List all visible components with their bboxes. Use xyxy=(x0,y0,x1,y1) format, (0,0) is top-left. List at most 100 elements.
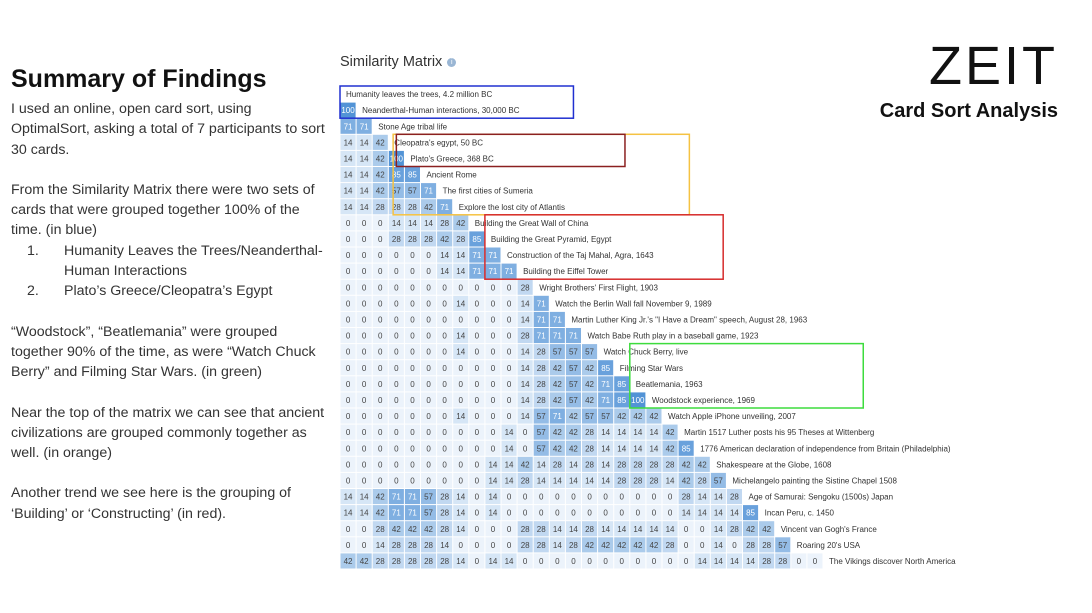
matrix-cell xyxy=(340,553,356,569)
matrix-cell-value: 0 xyxy=(442,460,447,469)
matrix-cell xyxy=(549,344,565,360)
card-label: Watch the Berlin Wall fall November 9, 1… xyxy=(555,299,712,308)
matrix-cell xyxy=(356,456,372,472)
summary-title: Summary of Findings xyxy=(11,65,267,93)
matrix-cell-value: 71 xyxy=(553,332,562,341)
matrix-cell-value: 0 xyxy=(491,348,496,357)
matrix-cell-value: 0 xyxy=(523,509,528,518)
matrix-cell xyxy=(388,553,404,569)
matrix-cell xyxy=(356,118,372,134)
matrix-cell-value: 0 xyxy=(539,493,544,502)
matrix-cell-value: 14 xyxy=(746,557,755,566)
matrix-cell-value: 0 xyxy=(346,332,351,341)
matrix-cell xyxy=(437,408,453,424)
matrix-cell xyxy=(340,215,356,231)
matrix-cell-value: 0 xyxy=(442,315,447,324)
matrix-cell xyxy=(469,344,485,360)
matrix-cell-value: 0 xyxy=(394,267,399,276)
matrix-cell-value: 0 xyxy=(394,428,399,437)
matrix-cell xyxy=(340,183,356,199)
matrix-cell-value: 0 xyxy=(555,557,560,566)
matrix-cell xyxy=(710,521,726,537)
matrix-cell xyxy=(372,311,388,327)
matrix-cell xyxy=(485,521,501,537)
matrix-cell xyxy=(517,344,533,360)
matrix-cell xyxy=(421,328,437,344)
info-icon[interactable]: i xyxy=(447,57,457,67)
matrix-cell xyxy=(517,311,533,327)
matrix-cell-value: 14 xyxy=(456,251,465,260)
matrix-cell-value: 0 xyxy=(587,493,592,502)
matrix-cell xyxy=(614,537,630,553)
matrix-cell xyxy=(437,215,453,231)
matrix-cell-value: 0 xyxy=(362,412,367,421)
matrix-cell-value: 42 xyxy=(746,525,755,534)
matrix-cell xyxy=(614,521,630,537)
matrix-cell-value: 0 xyxy=(426,315,431,324)
matrix-cell-value: 0 xyxy=(378,315,383,324)
matrix-cell-value: 14 xyxy=(505,460,514,469)
matrix-title: Similarity Matrix xyxy=(340,54,443,70)
matrix-cell-value: 42 xyxy=(633,541,642,550)
matrix-cell-value: 57 xyxy=(569,396,578,405)
matrix-cell-value: 0 xyxy=(394,380,399,389)
matrix-cell-value: 28 xyxy=(553,460,562,469)
matrix-cell xyxy=(759,521,775,537)
matrix-cell xyxy=(501,472,517,488)
matrix-cell-value: 71 xyxy=(472,267,481,276)
green-highlight-box xyxy=(629,342,864,409)
matrix-cell-value: 14 xyxy=(633,525,642,534)
matrix-cell-value: 42 xyxy=(456,219,465,228)
matrix-cell xyxy=(517,505,533,521)
matrix-cell-value: 0 xyxy=(442,444,447,453)
matrix-cell-value: 0 xyxy=(394,476,399,485)
matrix-cell-value: 14 xyxy=(649,525,658,534)
matrix-cell xyxy=(356,279,372,295)
matrix-cell-value: 42 xyxy=(553,444,562,453)
matrix-cell-value: 42 xyxy=(392,525,401,534)
matrix-cell-value: 0 xyxy=(442,299,447,308)
matrix-cell xyxy=(485,392,501,408)
matrix-cell xyxy=(340,231,356,247)
card-label: Woodstock experience, 1969 xyxy=(652,396,756,405)
matrix-cell-value: 14 xyxy=(456,525,465,534)
matrix-cell-value: 42 xyxy=(376,493,385,502)
matrix-cell-value: 42 xyxy=(424,525,433,534)
matrix-cell xyxy=(421,472,437,488)
matrix-cell-value: 28 xyxy=(746,541,755,550)
matrix-cell xyxy=(453,376,469,392)
matrix-cell-value: 0 xyxy=(652,557,657,566)
matrix-cell xyxy=(614,408,630,424)
matrix-cell-value: 0 xyxy=(475,315,480,324)
matrix-cell-value: 0 xyxy=(507,315,512,324)
matrix-cell-value: 42 xyxy=(553,380,562,389)
matrix-cell-value: 0 xyxy=(523,493,528,502)
matrix-cell xyxy=(485,489,501,505)
matrix-cell-value: 85 xyxy=(392,171,401,180)
matrix-cell xyxy=(388,376,404,392)
matrix-cell xyxy=(582,392,598,408)
matrix-cell-value: 28 xyxy=(392,557,401,566)
matrix-cell-value: 14 xyxy=(698,509,707,518)
matrix-cell xyxy=(469,489,485,505)
matrix-cell-value: 42 xyxy=(585,541,594,550)
summary-panel: Summary of Findings I used an online, op… xyxy=(11,64,329,544)
matrix-cell xyxy=(598,360,614,376)
matrix-cell xyxy=(678,440,694,456)
matrix-cell-value: 0 xyxy=(442,428,447,437)
matrix-cell-value: 100 xyxy=(341,106,355,115)
matrix-cell xyxy=(582,424,598,440)
card-label: The Vikings discover North America xyxy=(829,557,956,566)
matrix-cell-value: 0 xyxy=(475,509,480,518)
matrix-cell xyxy=(404,376,420,392)
matrix-cell-value: 0 xyxy=(684,541,689,550)
matrix-cell xyxy=(421,553,437,569)
matrix-cell xyxy=(356,408,372,424)
matrix-cell xyxy=(549,489,565,505)
matrix-cell-value: 71 xyxy=(392,509,401,518)
matrix-cell xyxy=(485,247,501,263)
matrix-cell xyxy=(630,408,646,424)
matrix-cell xyxy=(421,231,437,247)
matrix-cell xyxy=(549,537,565,553)
matrix-cell xyxy=(533,408,549,424)
